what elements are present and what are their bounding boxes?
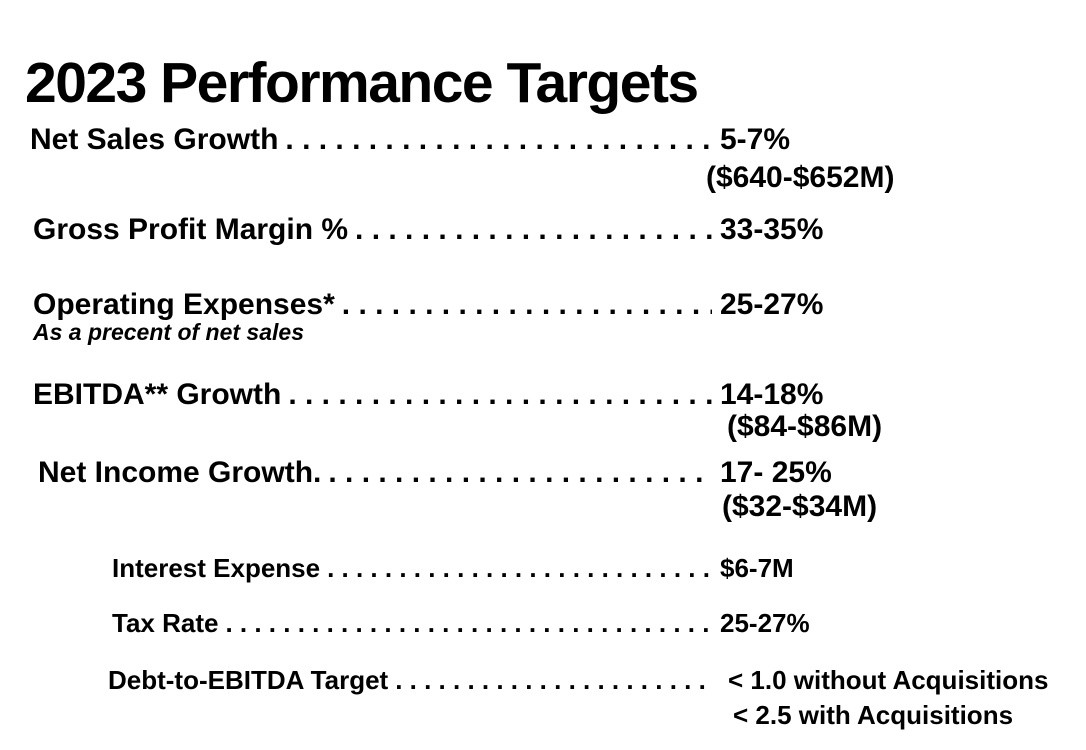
target-label: Debt-to-EBITDA Target xyxy=(108,665,389,695)
target-leader: Net Income Growth. . . . . . . . . . . .… xyxy=(38,456,712,490)
target-leader: Tax Rate . . . . . . . . . . . . . . . .… xyxy=(112,608,712,638)
target-leader: EBITDA** Growth . . . . . . . . . . . . … xyxy=(33,378,712,412)
target-row-ebitda-growth: EBITDA** Growth . . . . . . . . . . . . … xyxy=(33,378,823,412)
target-row-interest-expense: Interest Expense . . . . . . . . . . . .… xyxy=(112,553,794,583)
target-label: Net Sales Growth xyxy=(30,123,279,156)
target-row-tax-rate: Tax Rate . . . . . . . . . . . . . . . .… xyxy=(112,608,810,638)
dot-leader: . . . . . . . . . . . . . . . . . . . . … xyxy=(327,553,712,583)
target-label: Interest Expense xyxy=(112,553,321,583)
target-value: 25-27% xyxy=(720,608,810,638)
target-value: $6-7M xyxy=(720,553,794,583)
target-label: Tax Rate xyxy=(112,608,219,638)
dot-leader: . . . . . . . . . . . . . . . . . . . . … xyxy=(225,608,712,638)
page-title: 2023 Performance Targets xyxy=(25,51,699,116)
target-leader: Debt-to-EBITDA Target . . . . . . . . . … xyxy=(108,665,712,695)
target-leader: Interest Expense . . . . . . . . . . . .… xyxy=(112,553,712,583)
target-label: Net Income Growth. xyxy=(38,456,322,489)
dot-leader: . . . . . . . . . . . . . . . . . . . . … xyxy=(285,123,712,156)
target-value-secondary: ($640-$652M) xyxy=(706,161,895,194)
dot-leader: . . . . . . . . . . . . . . . . . . . . … xyxy=(341,288,712,321)
target-value: < 1.0 without Acquisitions xyxy=(728,665,1049,695)
dot-leader: . . . . . . . . . . . . . . . . . . . . … xyxy=(328,456,712,489)
target-row-operating-expenses: Operating Expenses* . . . . . . . . . . … xyxy=(33,288,823,322)
target-value-secondary: ($84-$86M) xyxy=(727,410,883,443)
target-label: Operating Expenses* xyxy=(33,288,335,321)
target-value: 17- 25% xyxy=(720,456,832,489)
target-footnote: As a precent of net sales xyxy=(33,319,304,345)
target-value-secondary: < 2.5 with Acquisitions xyxy=(733,700,1014,730)
dot-leader: . . . . . . . . . . . . . . . . . . . . … xyxy=(288,378,712,411)
target-row-debt-to-ebitda: Debt-to-EBITDA Target . . . . . . . . . … xyxy=(108,665,1048,695)
target-value-secondary: ($32-$34M) xyxy=(722,490,878,523)
target-value: 14-18% xyxy=(720,378,824,411)
dot-leader: . . . . . . . . . . . . . . . . . . . . … xyxy=(395,665,712,695)
target-leader: Operating Expenses* . . . . . . . . . . … xyxy=(33,288,712,322)
target-value: 25-27% xyxy=(720,288,824,321)
target-leader: Gross Profit Margin % . . . . . . . . . … xyxy=(33,213,712,247)
target-value: 33-35% xyxy=(720,213,824,246)
target-row-gross-profit-margin: Gross Profit Margin % . . . . . . . . . … xyxy=(33,213,823,247)
target-leader: Net Sales Growth . . . . . . . . . . . .… xyxy=(30,123,712,157)
target-label: EBITDA** Growth xyxy=(33,378,282,411)
target-row-net-income-growth: Net Income Growth. . . . . . . . . . . .… xyxy=(38,456,832,490)
target-label: Gross Profit Margin % xyxy=(33,213,349,246)
target-row-net-sales-growth: Net Sales Growth . . . . . . . . . . . .… xyxy=(30,123,790,157)
dot-leader: . . . . . . . . . . . . . . . . . . . . … xyxy=(355,213,712,246)
target-value: 5-7% xyxy=(720,123,791,156)
